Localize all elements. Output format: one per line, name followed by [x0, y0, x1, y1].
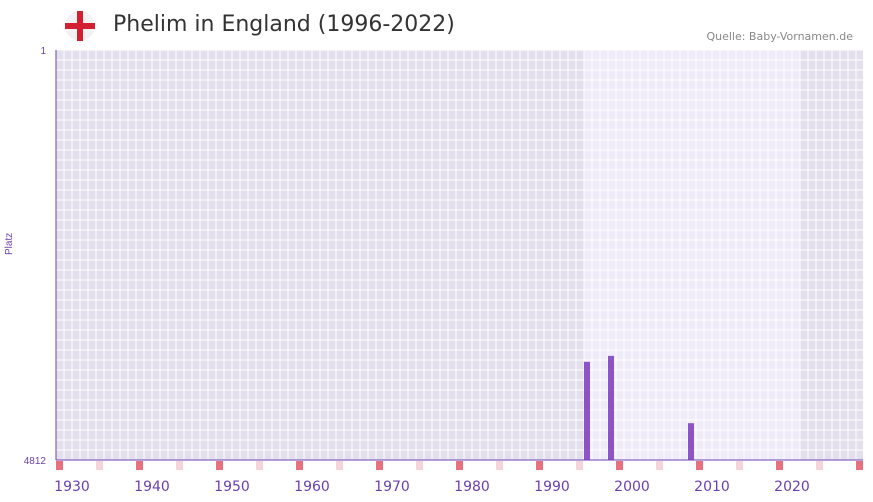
half-decade-marker	[256, 461, 263, 470]
decade-marker	[216, 461, 223, 470]
half-decade-marker	[816, 461, 823, 470]
decade-marker	[696, 461, 703, 470]
half-decade-marker	[736, 461, 743, 470]
source-label: Quelle: Baby-Vornamen.de	[706, 30, 853, 43]
decade-marker	[616, 461, 623, 470]
highlight-range	[584, 50, 800, 460]
x-tick-label: 1960	[294, 479, 330, 495]
half-decade-marker	[576, 461, 583, 470]
bar-1994	[584, 361, 590, 460]
half-decade-marker	[176, 461, 183, 470]
decade-marker	[856, 461, 863, 470]
bar-1997	[608, 355, 614, 460]
decade-marker	[296, 461, 303, 470]
decade-marker	[536, 461, 543, 470]
x-tick-label: 1970	[374, 479, 410, 495]
x-tick-label: 2010	[694, 479, 730, 495]
decade-marker	[136, 461, 143, 470]
x-tick-label: 2020	[774, 479, 810, 495]
x-tick-label: 1930	[54, 479, 90, 495]
x-tick-label: 1950	[214, 479, 250, 495]
x-tick-label: 1990	[534, 479, 570, 495]
y-tick-label: 1	[40, 46, 46, 57]
y-tick-label: 4812	[24, 456, 47, 467]
decade-marker	[376, 461, 383, 470]
chart-title: Phelim in England (1996-2022)	[113, 12, 455, 37]
decade-marker	[456, 461, 463, 470]
decade-marker	[56, 461, 63, 470]
half-decade-marker	[496, 461, 503, 470]
x-tick-label: 2000	[614, 479, 650, 495]
x-tick-label: 1980	[454, 479, 490, 495]
decade-marker	[776, 461, 783, 470]
england-flag-icon	[65, 11, 95, 41]
bar-2007	[688, 423, 694, 460]
half-decade-marker	[96, 461, 103, 470]
half-decade-marker	[416, 461, 423, 470]
half-decade-marker	[336, 461, 343, 470]
half-decade-marker	[656, 461, 663, 470]
x-tick-label: 1940	[134, 479, 170, 495]
